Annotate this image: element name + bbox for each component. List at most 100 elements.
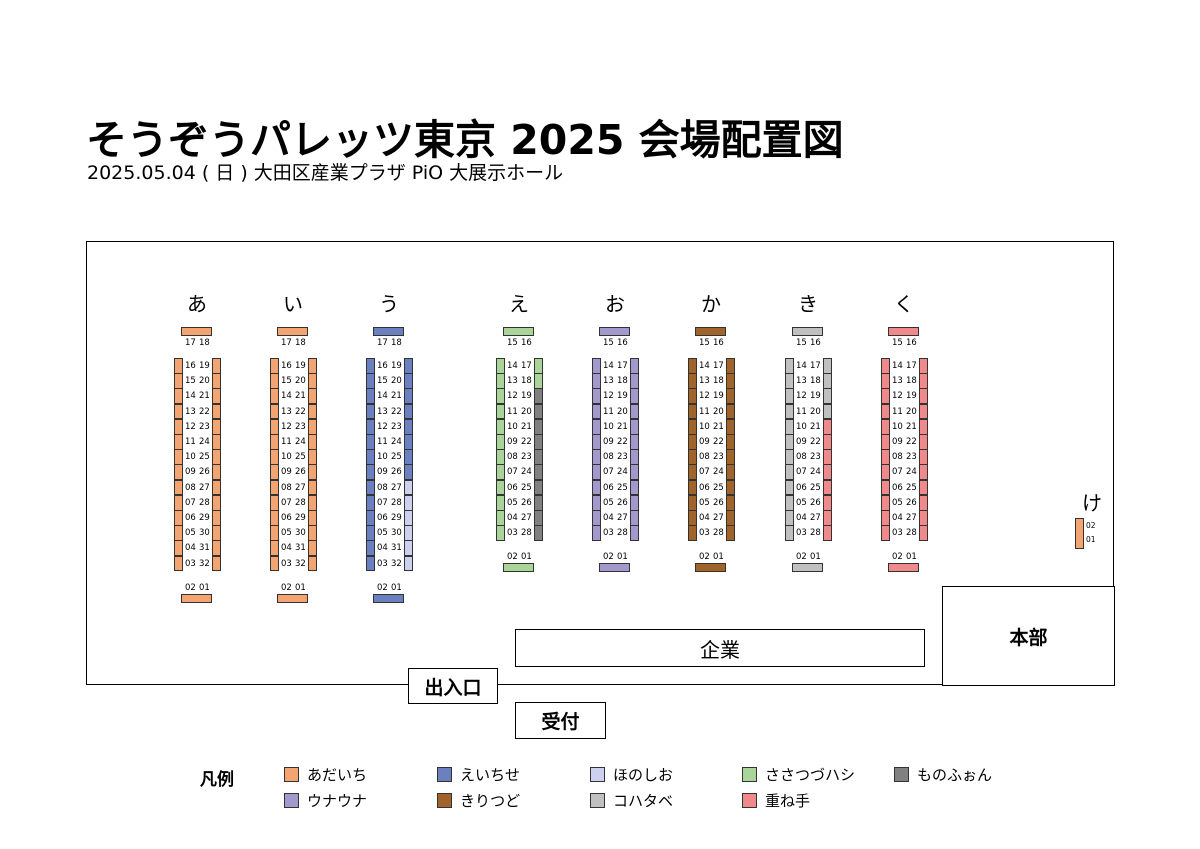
booth-cell-right bbox=[919, 464, 928, 481]
legend-label: ウナウナ bbox=[307, 792, 368, 810]
legend-swatch bbox=[894, 767, 909, 782]
booth-cell-left bbox=[270, 358, 279, 374]
booth-cell-right bbox=[534, 403, 543, 420]
booth-number: 08 bbox=[892, 452, 903, 463]
honbu-area: 本部 bbox=[942, 586, 1115, 686]
booth-cell-right bbox=[823, 434, 832, 450]
booth-number: 28 bbox=[713, 528, 724, 539]
booth-cell-right bbox=[630, 403, 639, 420]
booth-cell-left bbox=[785, 388, 794, 405]
booth-cell-right bbox=[630, 479, 639, 496]
booth-number: 20 bbox=[295, 376, 306, 387]
booth-number: 14 bbox=[796, 361, 807, 371]
booth-number: 15 bbox=[699, 338, 710, 348]
booth-number: 25 bbox=[199, 452, 210, 463]
booth-number: 14 bbox=[603, 361, 614, 371]
booth-cell-left bbox=[785, 494, 794, 511]
page-title: そうぞうパレッツ東京 2025 会場配置図 bbox=[86, 116, 844, 164]
booth-number: 19 bbox=[199, 361, 210, 371]
booth-number: 27 bbox=[521, 513, 532, 523]
booth-number: 08 bbox=[699, 452, 710, 463]
booth-number: 24 bbox=[810, 467, 821, 478]
booth-cell-right bbox=[630, 464, 639, 481]
booth-number: 26 bbox=[521, 497, 532, 508]
booth-cell-left bbox=[270, 449, 279, 465]
booth-cell-left bbox=[688, 403, 697, 420]
booth-number: 18 bbox=[810, 376, 821, 387]
booth-number: 06 bbox=[281, 513, 292, 523]
booth-cell-bottom bbox=[599, 563, 630, 572]
booth-cell-bottom bbox=[695, 563, 726, 572]
booth-cell-left bbox=[270, 510, 279, 526]
booth-number: 10 bbox=[185, 452, 196, 463]
booth-cell-left bbox=[270, 403, 279, 420]
booth-number: 04 bbox=[281, 543, 292, 554]
booth-cell-right bbox=[212, 555, 221, 572]
booth-number: 10 bbox=[892, 421, 903, 432]
booth-number: 31 bbox=[199, 543, 210, 554]
booth-cell-right bbox=[630, 358, 639, 374]
booth-number: 27 bbox=[295, 482, 306, 493]
booth-cell-top bbox=[181, 327, 212, 336]
booth-cell-right bbox=[919, 510, 928, 526]
booth-number: 08 bbox=[507, 452, 518, 463]
booth-cell-left bbox=[270, 555, 279, 572]
booth-number: 08 bbox=[281, 482, 292, 493]
booth-cell-right bbox=[404, 525, 413, 541]
booth-cell-right bbox=[726, 388, 735, 405]
booth-cell-right bbox=[823, 464, 832, 481]
booth-number: 19 bbox=[713, 391, 724, 402]
booth-number: 17 bbox=[713, 361, 724, 371]
booth-number: 10 bbox=[281, 452, 292, 463]
booth-cell-right bbox=[212, 525, 221, 541]
booth-cell-left bbox=[592, 403, 601, 420]
booth-cell-right bbox=[534, 510, 543, 526]
booth-cell-left bbox=[174, 479, 183, 496]
booth-number: 07 bbox=[892, 467, 903, 478]
block-label: え bbox=[509, 292, 529, 316]
booth-number: 12 bbox=[603, 391, 614, 402]
booth-number: 31 bbox=[295, 543, 306, 554]
booth-number: 03 bbox=[892, 528, 903, 539]
legend-item: ほのしお bbox=[590, 764, 673, 785]
booth-number: 02 bbox=[699, 552, 710, 562]
booth-number: 12 bbox=[281, 421, 292, 432]
booth-number: 15 bbox=[185, 376, 196, 387]
booth-number: 20 bbox=[391, 376, 402, 387]
booth-cell-right bbox=[726, 464, 735, 481]
booth-number: 08 bbox=[185, 482, 196, 493]
booth-cell-left bbox=[366, 403, 375, 420]
booth-number: 16 bbox=[281, 361, 292, 371]
booth-number: 01 bbox=[906, 552, 917, 562]
booth-number: 12 bbox=[185, 421, 196, 432]
legend-item: ささつづハシ bbox=[742, 764, 855, 785]
booth-number: 26 bbox=[199, 467, 210, 478]
booth-number: 02 bbox=[796, 552, 807, 562]
booth-number: 28 bbox=[906, 528, 917, 539]
legend-item: ものふぉん bbox=[894, 764, 992, 785]
booth-cell-left bbox=[881, 464, 890, 481]
booth-cell-right bbox=[308, 525, 317, 541]
booth-cell-right bbox=[212, 540, 221, 557]
booth-cell-left bbox=[592, 525, 601, 541]
booth-cell-right bbox=[404, 494, 413, 511]
booth-number: 06 bbox=[377, 513, 388, 523]
booth-number: 20 bbox=[906, 406, 917, 417]
booth-number: 07 bbox=[796, 467, 807, 478]
booth-cell-right bbox=[534, 525, 543, 541]
booth-cell-right bbox=[534, 358, 543, 374]
booth-cell-right bbox=[534, 373, 543, 389]
booth-cell-right bbox=[308, 373, 317, 389]
booth-number: 09 bbox=[377, 467, 388, 478]
booth-number: 03 bbox=[281, 558, 292, 569]
booth-number: 23 bbox=[295, 421, 306, 432]
booth-number: 29 bbox=[391, 513, 402, 523]
booth-number: 11 bbox=[796, 406, 807, 417]
booth-cell-right bbox=[212, 464, 221, 481]
booth-number: 17 bbox=[617, 361, 628, 371]
booth-number: 30 bbox=[199, 528, 210, 539]
booth-cell-left bbox=[881, 479, 890, 496]
booth-cell-left bbox=[366, 464, 375, 481]
booth-number: 31 bbox=[391, 543, 402, 554]
booth-number: 14 bbox=[377, 391, 388, 402]
